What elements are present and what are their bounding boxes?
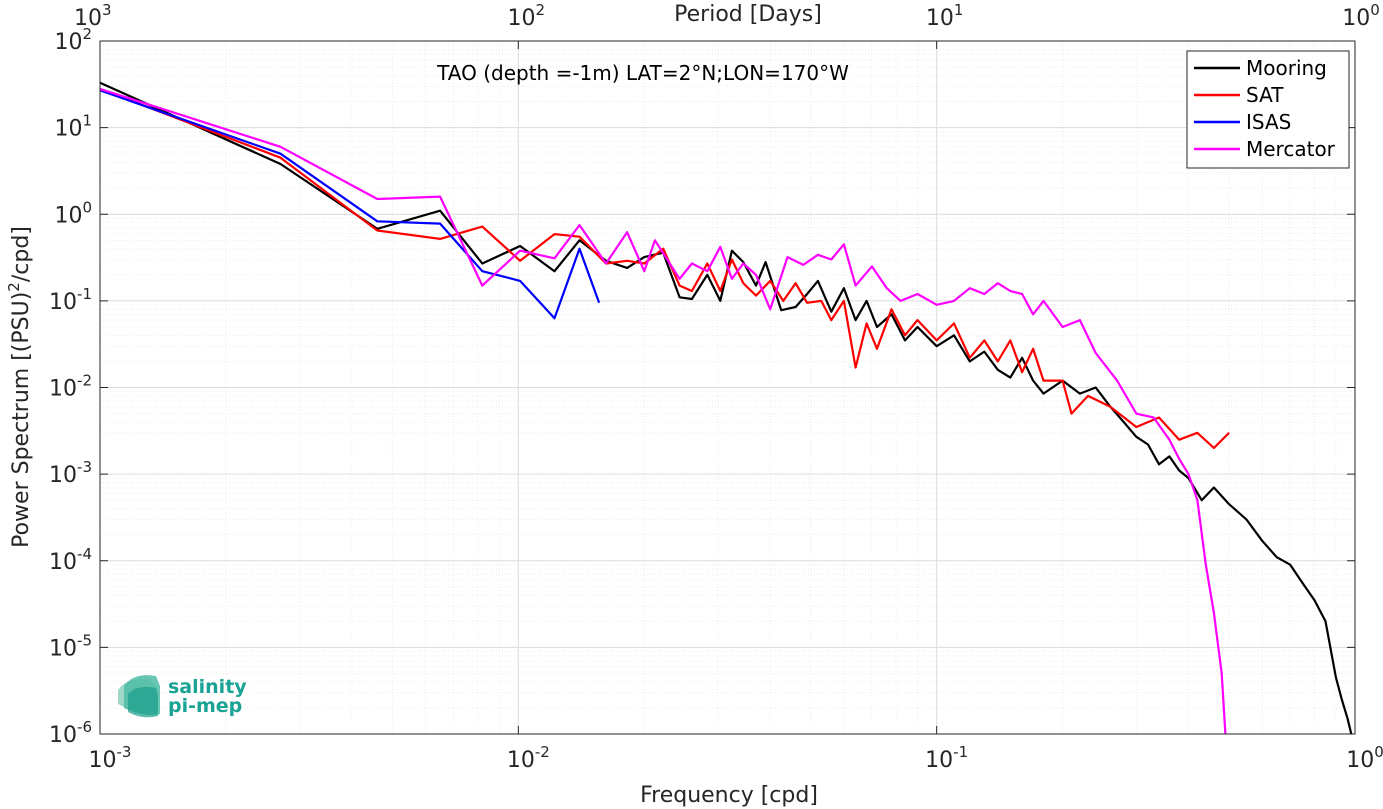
y-axis-label: Power Spectrum [(PSU)2/cpd] bbox=[5, 226, 34, 548]
y-tick-label: 101 bbox=[54, 112, 92, 142]
salinity-pimep-logo: salinity pi-mep bbox=[118, 675, 247, 718]
grid bbox=[99, 41, 1355, 735]
y-tick-label: 10-6 bbox=[49, 718, 92, 748]
x-tick-label: 10-2 bbox=[507, 743, 550, 773]
y-tick-label: 10-4 bbox=[49, 545, 92, 575]
y-tick-label: 10-3 bbox=[49, 458, 92, 488]
y-tick-label: 10-5 bbox=[49, 631, 92, 661]
top-axis-label: Period [Days] bbox=[674, 2, 822, 27]
top-tick-label: 101 bbox=[926, 1, 964, 31]
y-tick-label: 10-2 bbox=[49, 372, 92, 402]
chart-title: TAO (depth =-1m) LAT=2°N;LON=170°W bbox=[436, 61, 849, 85]
top-tick-label: 103 bbox=[74, 1, 112, 31]
top-tick-label: 102 bbox=[508, 1, 546, 31]
series-mooring-line bbox=[99, 81, 1353, 735]
y-axis-label-tail: /cpd] bbox=[9, 226, 34, 282]
y-tick-label: 102 bbox=[54, 25, 92, 55]
logo-line2: pi-mep bbox=[168, 695, 242, 717]
top-tick-label: 100 bbox=[1342, 1, 1380, 31]
series-mercator-line bbox=[99, 87, 1227, 735]
y-axis-label-main: Power Spectrum [(PSU) bbox=[9, 292, 34, 548]
legend-label-isas: ISAS bbox=[1246, 110, 1291, 134]
x-tick-label: 10-3 bbox=[89, 743, 132, 773]
legend: Mooring SAT ISAS Mercator bbox=[1186, 50, 1350, 169]
y-axis-label-exp: 2 bbox=[5, 282, 23, 292]
legend-label-mercator: Mercator bbox=[1246, 137, 1336, 161]
logo-line1: salinity bbox=[168, 676, 247, 698]
logo-waves-icon bbox=[118, 675, 160, 718]
x-tick-label: 100 bbox=[1346, 743, 1383, 773]
legend-label-mooring: Mooring bbox=[1246, 56, 1327, 80]
x-tick-label: 10-1 bbox=[925, 743, 968, 773]
series-layer bbox=[99, 81, 1353, 735]
y-tick-label: 10-1 bbox=[49, 285, 92, 315]
legend-label-sat: SAT bbox=[1246, 83, 1284, 107]
series-sat-line bbox=[99, 87, 1230, 450]
y-tick-label: 100 bbox=[54, 198, 92, 228]
series-isas-line bbox=[99, 89, 601, 320]
x-axis-label: Frequency [cpd] bbox=[640, 783, 818, 808]
